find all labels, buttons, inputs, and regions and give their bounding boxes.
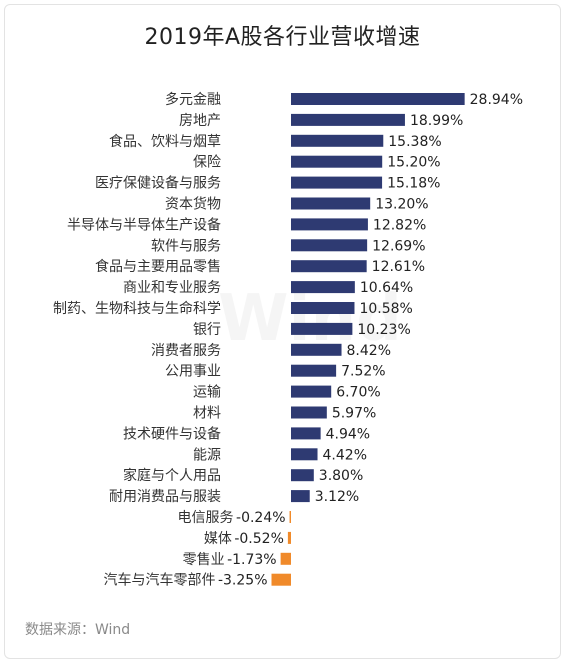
value-label-19: 3.12%: [315, 489, 359, 505]
bar-13: [291, 364, 337, 377]
value-label-7: 12.69%: [372, 238, 425, 254]
value-label-16: 4.94%: [326, 426, 370, 442]
bar-14: [291, 385, 332, 398]
bar-7: [291, 239, 368, 252]
category-label-20: 电信服务: [178, 510, 234, 526]
value-label-9: 10.64%: [360, 280, 413, 296]
value-label-5: 13.20%: [375, 197, 428, 213]
bar-19: [291, 490, 310, 503]
bar-15: [291, 406, 327, 419]
value-label-18: 3.80%: [319, 468, 363, 484]
watermark: Wind: [218, 282, 402, 356]
bar-17: [291, 448, 318, 461]
bar-4: [291, 176, 383, 189]
bar-8: [291, 260, 367, 273]
bar-18: [291, 469, 314, 482]
bar-23: [271, 573, 291, 586]
bar-0: [291, 93, 465, 105]
category-label-5: 资本货物: [165, 196, 221, 213]
category-label-10: 制药、生物科技与生命科学: [53, 300, 221, 317]
category-label-18: 家庭与个人用品: [123, 467, 221, 484]
category-label-9: 商业和专业服务: [123, 280, 221, 296]
bar-5: [291, 197, 371, 210]
category-label-19: 耐用消费品与服装: [109, 489, 221, 505]
category-label-17: 能源: [193, 447, 221, 463]
value-label-22: -1.73%: [227, 552, 277, 568]
bar-6: [291, 218, 368, 231]
category-label-4: 医疗保健设备与服务: [95, 175, 221, 192]
category-label-7: 软件与服务: [151, 238, 221, 254]
value-label-17: 4.42%: [323, 447, 367, 463]
category-label-8: 食品与主要用品零售: [95, 258, 221, 275]
value-label-4: 15.18%: [387, 176, 440, 192]
chart-title: 2019年A股各行业营收增速: [144, 25, 421, 50]
bar-21: [287, 531, 291, 544]
value-label-11: 10.23%: [357, 322, 410, 338]
category-label-2: 食品、饮料与烟草: [109, 133, 221, 150]
value-label-6: 12.82%: [373, 217, 426, 233]
bar-9: [291, 281, 355, 294]
category-label-1: 房地产: [179, 113, 221, 129]
value-label-1: 18.99%: [410, 113, 463, 129]
value-label-14: 6.70%: [336, 385, 380, 401]
category-label-0: 多元金融: [165, 91, 221, 108]
value-label-23: -3.25%: [218, 573, 268, 589]
bar-20: [289, 511, 291, 523]
value-label-21: -0.52%: [234, 531, 284, 547]
bar-12: [291, 343, 342, 356]
category-label-15: 材料: [193, 406, 221, 422]
bar-1: [291, 113, 405, 126]
category-label-16: 技术硬件与设备: [123, 425, 221, 442]
bar-11: [291, 322, 353, 335]
category-label-12: 消费者服务: [151, 343, 221, 359]
category-label-3: 保险: [193, 155, 221, 171]
value-label-8: 12.61%: [372, 259, 425, 275]
source-note: 数据来源：Wind: [25, 622, 131, 638]
bar-16: [291, 427, 321, 440]
value-label-10: 10.58%: [359, 301, 412, 317]
bar-chart: Wind 28.94% 多元金融 18.99% 房地产 15.38% 食品、饮料与烟草 15…: [53, 91, 523, 589]
value-label-3: 15.20%: [387, 155, 440, 171]
chart-card: 2019年A股各行业营收增速 Wind 28.94% 多元金融 18.99% 房地产 1…: [4, 4, 561, 659]
value-label-0: 28.94%: [470, 92, 523, 108]
category-label-11: 银行: [193, 322, 221, 338]
category-label-21: 媒体: [204, 531, 232, 547]
category-label-14: 运输: [193, 385, 221, 401]
category-label-23: 汽车与汽车零部件: [104, 572, 216, 589]
category-label-13: 公用事业: [165, 364, 221, 380]
bar-3: [291, 155, 383, 168]
category-label-22: 零售业: [183, 552, 225, 568]
value-label-20: -0.24%: [236, 510, 286, 526]
value-label-2: 15.38%: [388, 134, 441, 150]
category-label-6: 半导体与半导体生产设备: [67, 216, 221, 233]
value-label-15: 5.97%: [332, 406, 376, 422]
bar-2: [291, 134, 384, 147]
value-label-13: 7.52%: [341, 364, 385, 380]
bar-22: [280, 552, 291, 565]
value-label-12: 8.42%: [347, 343, 391, 359]
bar-10: [291, 302, 355, 314]
